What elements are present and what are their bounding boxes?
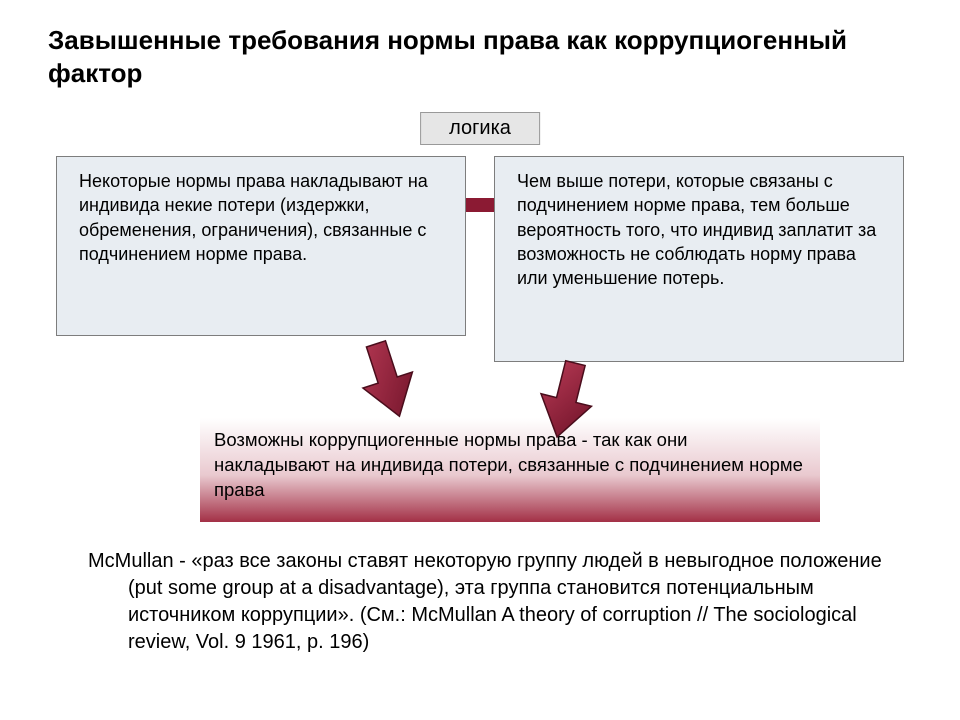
citation-text: McMullan - «раз все законы ставят некото…	[48, 548, 904, 656]
conclusion-box: Возможны коррупциогенные нормы права - т…	[200, 418, 820, 522]
premise-box-right: Чем выше потери, которые связаны с подчи…	[494, 156, 904, 362]
citation-quote: McMullan - «раз все законы ставят некото…	[48, 548, 904, 656]
page-title: Завышенные требования нормы права как ко…	[48, 24, 912, 89]
premise-box-left: Некоторые нормы права накладывают на инд…	[56, 156, 466, 336]
logic-label: логика	[420, 112, 540, 145]
